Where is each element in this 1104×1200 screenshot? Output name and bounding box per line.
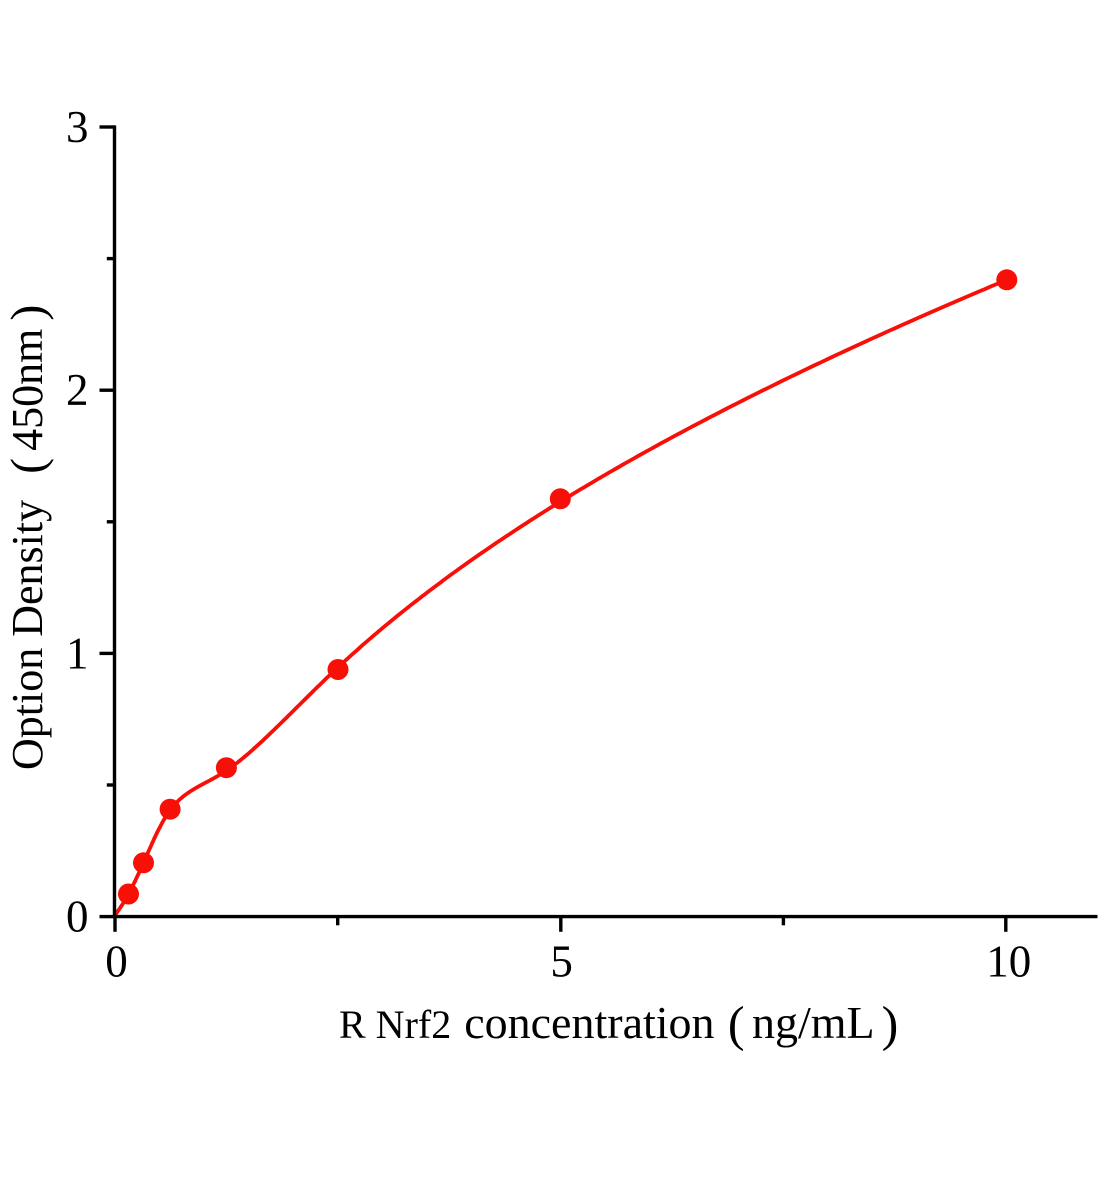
svg-text:Option Density(450nm): Option Density(450nm) bbox=[2, 305, 55, 770]
svg-text:5: 5 bbox=[550, 937, 573, 987]
svg-text:2: 2 bbox=[66, 365, 89, 415]
svg-text:10: 10 bbox=[986, 937, 1031, 987]
svg-text:1: 1 bbox=[66, 628, 89, 678]
svg-text:0: 0 bbox=[105, 937, 128, 987]
svg-text:R Nrf2 concentration(ng/mL): R Nrf2 concentration(ng/mL) bbox=[339, 996, 898, 1052]
svg-text:0: 0 bbox=[66, 892, 89, 942]
svg-text:3: 3 bbox=[66, 102, 89, 152]
